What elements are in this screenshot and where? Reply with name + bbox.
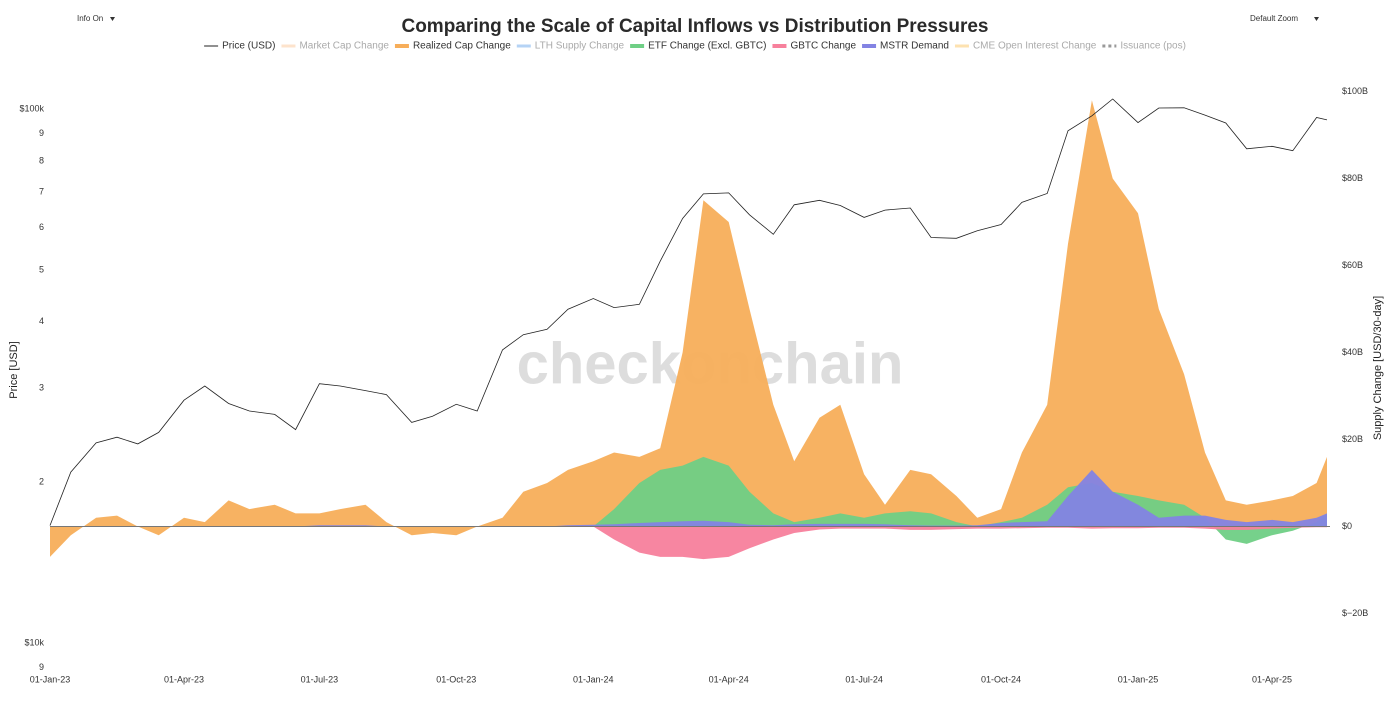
legend-item[interactable]: LTH Supply Change [516, 41, 625, 52]
legend-label: GBTC Change [790, 41, 856, 52]
y-tick-label: 8 [39, 155, 44, 165]
legend-item[interactable]: ETF Change (Excl. GBTC) [630, 41, 766, 52]
legend-label: Realized Cap Change [413, 41, 511, 52]
legend-label: LTH Supply Change [535, 41, 625, 52]
legend-item[interactable]: Market Cap Change [281, 41, 389, 52]
dropdown-arrow[interactable] [1314, 17, 1319, 21]
x-tick-label: 01-Jan-24 [573, 674, 614, 684]
y-tick-label: $10k [24, 637, 44, 647]
x-tick-label: 01-Jan-25 [1118, 674, 1159, 684]
legend: Price (USD) Market Cap Change Realized Cap… [204, 41, 1186, 52]
x-tick-label: 01-Jul-24 [845, 674, 883, 684]
dropdown-arrow[interactable] [110, 17, 115, 21]
y-tick-label: 9 [39, 128, 44, 138]
y2-axis-title: Supply Change [USD/30-day] [1372, 296, 1384, 440]
y-tick-label: 4 [39, 316, 44, 326]
y2-tick-label: $−20B [1342, 608, 1368, 618]
y2-tick-label: $40B [1342, 347, 1363, 357]
y-tick-label: 6 [39, 222, 44, 232]
legend-item[interactable]: Issuance (pos) [1102, 41, 1186, 52]
legend-label: CME Open Interest Change [973, 41, 1097, 52]
y-tick-label: 5 [39, 264, 44, 274]
x-tick-label: 01-Apr-23 [164, 674, 204, 684]
x-tick-label: 01-Apr-24 [709, 674, 749, 684]
legend-label: ETF Change (Excl. GBTC) [648, 41, 766, 52]
y2-tick-label: $100B [1342, 86, 1368, 96]
info-label[interactable]: Info On [77, 14, 103, 23]
x-tick-label: 01-Jan-23 [30, 674, 71, 684]
y-axis-title: Price [USD] [8, 341, 20, 398]
y-tick-label: $100k [19, 104, 44, 114]
legend-label: Market Cap Change [299, 41, 389, 52]
area [50, 469, 1327, 527]
y2-tick-label: $60B [1342, 260, 1363, 270]
legend-label: Price (USD) [222, 41, 275, 52]
legend-item[interactable]: CME Open Interest Change [954, 41, 1097, 52]
x-tick-label: 01-Oct-23 [436, 674, 476, 684]
area [50, 100, 1327, 557]
x-tick-label: 01-Apr-25 [1252, 674, 1292, 684]
y-tick-label: 7 [39, 186, 44, 196]
legend-item[interactable]: MSTR Demand [862, 41, 949, 52]
legend-label: Issuance (pos) [1120, 41, 1186, 52]
price-line [49, 98, 1328, 526]
legend-item[interactable]: Realized Cap Change [394, 41, 511, 52]
chart-title: Comparing the Scale of Capital Inflows v… [401, 16, 988, 37]
x-tick-label: 01-Jul-23 [301, 674, 339, 684]
y-tick-label: 9 [39, 662, 44, 672]
plot-area [49, 98, 1330, 560]
info-dropdown[interactable]: Info On [77, 14, 115, 23]
y-tick-label: 3 [39, 383, 44, 393]
area [593, 526, 1327, 560]
y2-tick-label: $20B [1342, 434, 1363, 444]
y-tick-label: 2 [39, 477, 44, 487]
y2-tick-label: $80B [1342, 173, 1363, 183]
zoom-dropdown[interactable]: Default Zoom [1250, 14, 1319, 23]
legend-label: MSTR Demand [880, 41, 949, 52]
x-tick-label: 01-Oct-24 [981, 674, 1021, 684]
legend-item[interactable]: Price (USD) [204, 41, 275, 52]
y2-tick-label: $0 [1342, 521, 1352, 531]
zoom-label[interactable]: Default Zoom [1250, 14, 1298, 23]
legend-item[interactable]: GBTC Change [772, 41, 856, 52]
